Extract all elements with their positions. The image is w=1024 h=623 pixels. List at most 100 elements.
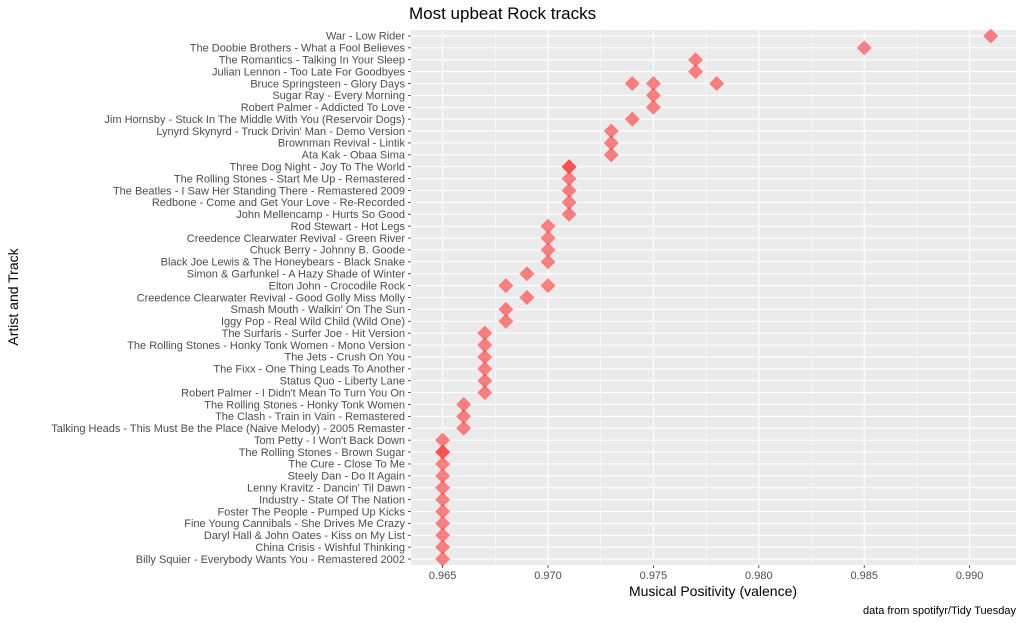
- y-tick-label: Black Joe Lewis & The Honeybears - Black…: [161, 257, 405, 269]
- data-point: [603, 147, 619, 163]
- x-tick-label: 0.985: [850, 570, 878, 582]
- data-point: [435, 456, 451, 472]
- data-point: [435, 492, 451, 508]
- data-point: [435, 480, 451, 496]
- y-tick-label: Billy Squier - Everybody Wants You - Rem…: [136, 554, 405, 566]
- y-tick-label: Foster The People - Pumped Up Kicks: [218, 506, 406, 518]
- data-point: [688, 64, 704, 80]
- y-tick-label: The Romantics - Talking In Your Sleep: [219, 55, 405, 67]
- x-tick-labels: 0.965 0.970 0.975 0.980 0.985 0.990: [429, 565, 984, 582]
- y-tick-label: Robert Palmer - Addicted To Love: [241, 102, 405, 114]
- y-tick-label: Elton John - Crocodile Rock: [269, 280, 406, 292]
- data-point: [688, 52, 704, 68]
- y-tick-label: John Mellencamp - Hurts So Good: [236, 209, 405, 221]
- data-point: [519, 290, 535, 305]
- y-tick-label: Julian Lennon - Too Late For Goodbyes: [212, 66, 406, 78]
- data-point: [561, 194, 577, 210]
- data-point: [435, 551, 451, 567]
- chart-title: Most upbeat Rock tracks: [409, 4, 596, 23]
- y-tick-label: Steely Dan - Do It Again: [288, 471, 405, 483]
- y-tick-label: Bruce Springsteen - Glory Days: [250, 78, 405, 90]
- data-point: [983, 28, 999, 44]
- y-tick-label: Three Dog Night - Joy To The World: [230, 162, 405, 174]
- y-axis-title: Artist and Track: [5, 247, 21, 345]
- x-tick-label: 0.990: [956, 570, 984, 582]
- y-tick-label: Lynyrd Skynyrd - Truck Drivin' Man - Dem…: [156, 126, 405, 138]
- y-tick-label: Creedence Clearwater Revival - Good Goll…: [137, 292, 406, 304]
- y-tick-label: Talking Heads - This Must Be the Place (…: [51, 423, 405, 435]
- y-tick-label: Smash Mouth - Walkin' On The Sun: [230, 304, 405, 316]
- y-tick-label: The Doobie Brothers - What a Fool Believ…: [190, 43, 406, 55]
- data-point: [477, 385, 493, 401]
- x-axis-title: Musical Positivity (valence): [629, 583, 797, 599]
- data-point: [561, 183, 577, 198]
- y-tick-label: The Fixx - One Thing Leads To Another: [213, 364, 405, 376]
- data-point: [435, 527, 451, 543]
- data-point: [540, 278, 556, 294]
- data-point: [561, 171, 577, 187]
- y-tick-label: Iggy Pop - Real Wild Child (Wild One): [221, 316, 405, 328]
- data-point: [709, 76, 725, 91]
- data-point: [498, 278, 514, 294]
- data-point: [540, 230, 556, 246]
- data-point: [624, 111, 640, 127]
- data-points: [435, 28, 999, 567]
- data-point: [498, 301, 514, 317]
- x-tick-label: 0.975: [640, 570, 668, 582]
- y-tick-label: The Rolling Stones - Honky Tonk Women: [204, 399, 405, 411]
- data-point: [477, 337, 493, 353]
- x-tick-label: 0.965: [429, 570, 457, 582]
- data-point: [435, 468, 451, 484]
- data-point: [435, 539, 451, 555]
- y-tick-label: Rod Stewart - Hot Legs: [291, 221, 406, 233]
- data-point: [624, 76, 640, 91]
- y-tick-label: Sugar Ray - Every Morning: [272, 90, 405, 102]
- major-gridlines: [411, 30, 1016, 565]
- y-tick-label: Brownman Revival - Lintik: [278, 138, 406, 150]
- data-point: [856, 40, 872, 56]
- y-tick-label: Daryl Hall & John Oates - Kiss on My Lis…: [204, 530, 405, 542]
- data-point: [645, 76, 661, 91]
- y-tick-label: Creedence Clearwater Revival - Green Riv…: [187, 233, 406, 245]
- y-tick-label: The Clash - Train in Vain - Remastered: [215, 411, 405, 423]
- y-tick-label: Robert Palmer - I Didn't Mean To Turn Yo…: [181, 387, 405, 399]
- data-point: [477, 349, 493, 365]
- y-tick-label: The Jets - Crush On You: [285, 352, 405, 364]
- y-tick-label: Status Quo - Liberty Lane: [280, 376, 405, 388]
- y-tick-label: The Cure - Close To Me: [288, 459, 405, 471]
- y-tick-label: The Surfaris - Surfer Joe - Hit Version: [222, 328, 405, 340]
- data-point: [603, 135, 619, 151]
- y-tick-label: Fine Young Cannibals - She Drives Me Cra…: [184, 518, 405, 530]
- data-point: [645, 87, 661, 103]
- y-tick-label: Lenny Kravitz - Dancin' Til Dawn: [247, 483, 405, 495]
- data-point: [435, 504, 451, 519]
- data-point: [456, 420, 472, 436]
- y-tick-label: Redbone - Come and Get Your Love - Re-Re…: [152, 197, 405, 209]
- y-tick-label: The Rolling Stones - Honky Tonk Women - …: [127, 340, 405, 352]
- data-point: [519, 266, 535, 282]
- data-point: [540, 254, 556, 270]
- data-point: [435, 444, 451, 460]
- y-tick-label: War - Low Rider: [326, 31, 405, 43]
- data-point: [456, 408, 472, 424]
- data-point: [456, 397, 472, 412]
- y-tick-label: Ata Kak - Obaa Sima: [302, 150, 406, 162]
- y-tick-label: The Beatles - I Saw Her Standing There -…: [113, 185, 405, 197]
- data-point: [477, 325, 493, 341]
- y-tick-label: Chuck Berry - Johnny B. Goode: [250, 245, 405, 257]
- y-tick-label: Simon & Garfunkel - A Hazy Shade of Wint…: [187, 269, 406, 281]
- y-tick-label: The Rolling Stones - Start Me Up - Remas…: [174, 173, 405, 185]
- data-point: [645, 99, 661, 115]
- x-tick-label: 0.980: [745, 570, 773, 582]
- x-tick-label: 0.970: [534, 570, 562, 582]
- data-point: [561, 206, 577, 222]
- data-point: [540, 218, 556, 234]
- data-point: [435, 432, 451, 448]
- data-point: [435, 515, 451, 531]
- data-point: [603, 123, 619, 139]
- y-tick-label: Industry - State Of The Nation: [259, 494, 405, 506]
- data-source-caption: data from spotifyr/Tidy Tuesday: [863, 605, 1017, 617]
- data-point: [540, 242, 556, 258]
- data-point: [498, 313, 514, 329]
